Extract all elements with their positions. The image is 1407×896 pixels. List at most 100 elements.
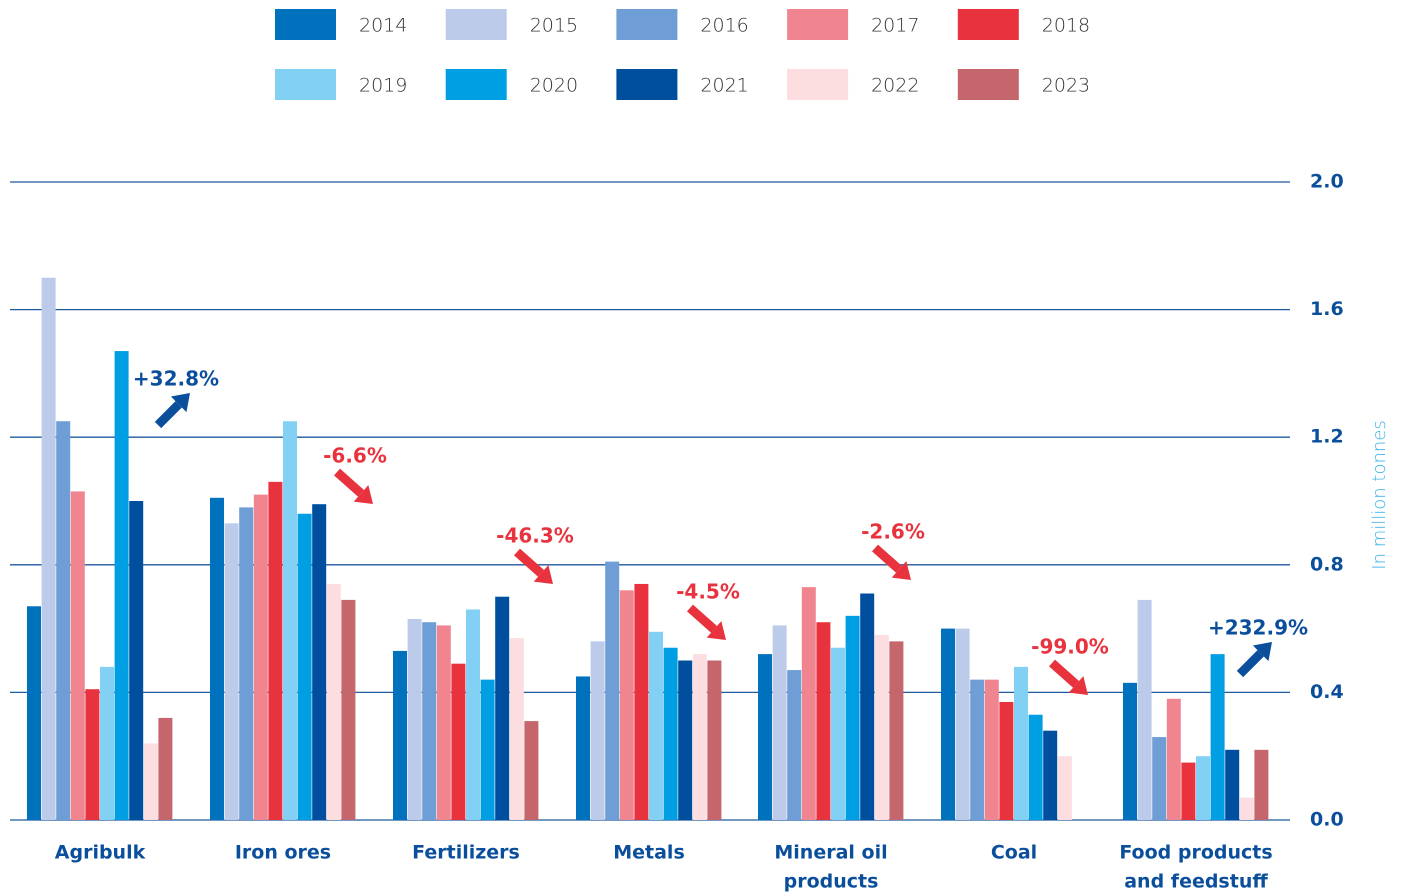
legend-swatch [445,69,507,100]
legend-label: 2015 [530,15,578,37]
bar [1014,666,1028,820]
bar [451,663,466,820]
bar [85,689,100,820]
bar [253,494,268,820]
bar [845,615,860,820]
bar [999,701,1014,820]
bar [480,679,495,820]
annotation-arrow-head [170,393,190,413]
y-tick-label: 0.4 [1310,681,1344,703]
bar [41,277,56,820]
bar [495,596,510,820]
bar [341,599,356,820]
bar [1254,749,1269,820]
bar [1028,714,1043,820]
bar [692,654,707,820]
x-tick-label: Coal [991,842,1037,864]
bar [634,583,649,820]
annotation-arrow-head [891,561,911,580]
legend-label: 2021 [700,75,748,97]
bar [619,590,634,820]
bar [874,634,889,820]
legend-label: 2022 [871,75,919,97]
bar [143,743,158,820]
annotation-arrow-shaft [334,468,365,497]
y-tick-label: 1.2 [1310,426,1344,448]
bar [649,631,663,820]
legend-label: 2018 [1042,15,1090,37]
bar [56,421,71,820]
y-tick-label: 1.6 [1310,298,1344,320]
bar [1123,682,1137,820]
y-tick-label: 2.0 [1310,171,1344,193]
annotation: +232.9% [1208,616,1308,640]
y-tick-label: 0.0 [1310,809,1344,831]
bar [466,609,480,820]
legend-swatch [275,69,336,100]
annotation-arrow-shaft [514,548,545,577]
x-tick-label: Iron ores [235,842,331,864]
x-tick-label: Metals [613,842,685,864]
bar [509,638,524,820]
bar [970,679,985,820]
bar [114,351,129,820]
annotation-arrow-shaft [154,401,182,429]
annotation-arrow-shaft [1236,650,1264,678]
bar [524,721,539,820]
legend-swatch [275,9,336,40]
annotation-arrow-head [533,565,553,584]
bar [1057,756,1072,820]
legend-label: 2014 [359,15,407,37]
annotation-arrow-shaft [1049,659,1080,688]
bar [889,641,904,820]
annotation: -99.0% [1031,635,1109,659]
bar [984,679,999,820]
bar [605,561,620,820]
legend-swatch [957,9,1019,40]
y-axis-label: In million tonnes [1369,420,1390,569]
bar [707,660,722,820]
bar [801,587,816,820]
bar [158,717,173,820]
bar [407,619,422,820]
bar [772,625,787,820]
x-tick-label: and feedstuff [1124,871,1268,893]
bar [70,491,85,820]
annotation-arrow-head [353,485,373,504]
annotation-arrow-shaft [872,544,903,573]
bar [326,583,341,820]
bar [224,523,239,820]
bar [239,507,254,820]
bar [678,660,693,820]
x-tick-label: Agribulk [55,842,146,864]
bar [1239,797,1254,820]
annotation-arrow-head [1068,676,1088,695]
annotation-arrow-head [706,621,726,640]
legend-swatch [787,9,849,40]
bar [268,481,283,820]
bar [1181,762,1196,820]
bar [100,666,114,820]
x-tick-label: Fertilizers [412,842,520,864]
bar [129,501,144,820]
bar [1152,737,1167,820]
bar [590,641,605,820]
legend-label: 2020 [530,75,578,97]
x-tick-label: Mineral oil [774,842,887,864]
bar [297,513,312,820]
bar [1137,599,1152,820]
legend-swatch [957,69,1019,100]
bar [1225,749,1240,820]
bar [312,504,327,820]
bar [1166,698,1181,820]
legend-swatch [616,9,678,40]
y-tick-label: 0.8 [1310,553,1344,575]
legend-swatch [616,69,678,100]
legend-label: 2016 [700,15,748,37]
annotation: -6.6% [323,444,387,468]
legend-label: 2017 [871,15,919,37]
bar [831,647,845,820]
bar [436,625,451,820]
bar [27,606,41,820]
